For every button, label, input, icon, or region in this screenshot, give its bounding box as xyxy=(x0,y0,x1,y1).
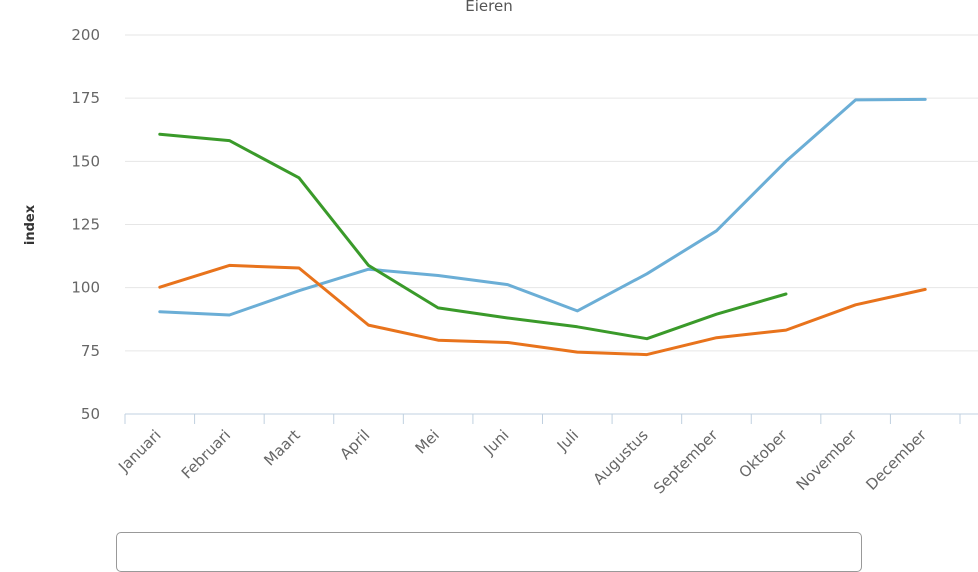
line-chart: Eieren index 50 75 100 125 150 175 200 Januari… xyxy=(23,0,978,498)
x-tick-label: September xyxy=(650,426,722,498)
y-tick-label: 125 xyxy=(71,216,100,234)
x-tick-label: Augustus xyxy=(590,426,652,488)
x-axis-ticks: Januari Februari Maart April Mei Juni Juli Augu… xyxy=(114,426,930,498)
y-tick-label: 175 xyxy=(71,89,100,107)
y-tick-label: 100 xyxy=(71,279,100,297)
x-tick-label: Maart xyxy=(260,426,303,469)
gridlines xyxy=(125,34,978,352)
x-tick-label: December xyxy=(862,426,930,494)
y-tick-label: 150 xyxy=(71,152,100,170)
legend xyxy=(116,532,862,572)
x-tick-label: Oktober xyxy=(735,426,791,482)
x-tick-label: Mei xyxy=(412,426,443,457)
y-axis-ticks: 50 75 100 125 150 175 200 xyxy=(71,26,100,423)
series-lines xyxy=(158,97,927,357)
x-tick-label: November xyxy=(793,426,861,494)
series-line-1 xyxy=(158,97,927,317)
y-axis-label: index xyxy=(23,204,38,245)
x-tick-label: Januari xyxy=(114,426,164,476)
chart-title: Eieren xyxy=(465,0,512,15)
y-tick-label: 50 xyxy=(81,405,100,423)
y-tick-label: 200 xyxy=(71,26,100,44)
series-line-3 xyxy=(158,132,788,341)
series-line-2 xyxy=(158,263,927,357)
y-tick-label: 75 xyxy=(81,342,100,360)
x-axis xyxy=(124,413,978,424)
x-tick-label: Juni xyxy=(480,426,513,459)
x-tick-label: Februari xyxy=(178,426,234,482)
x-tick-label: Juli xyxy=(553,426,582,455)
x-tick-label: April xyxy=(336,426,373,463)
